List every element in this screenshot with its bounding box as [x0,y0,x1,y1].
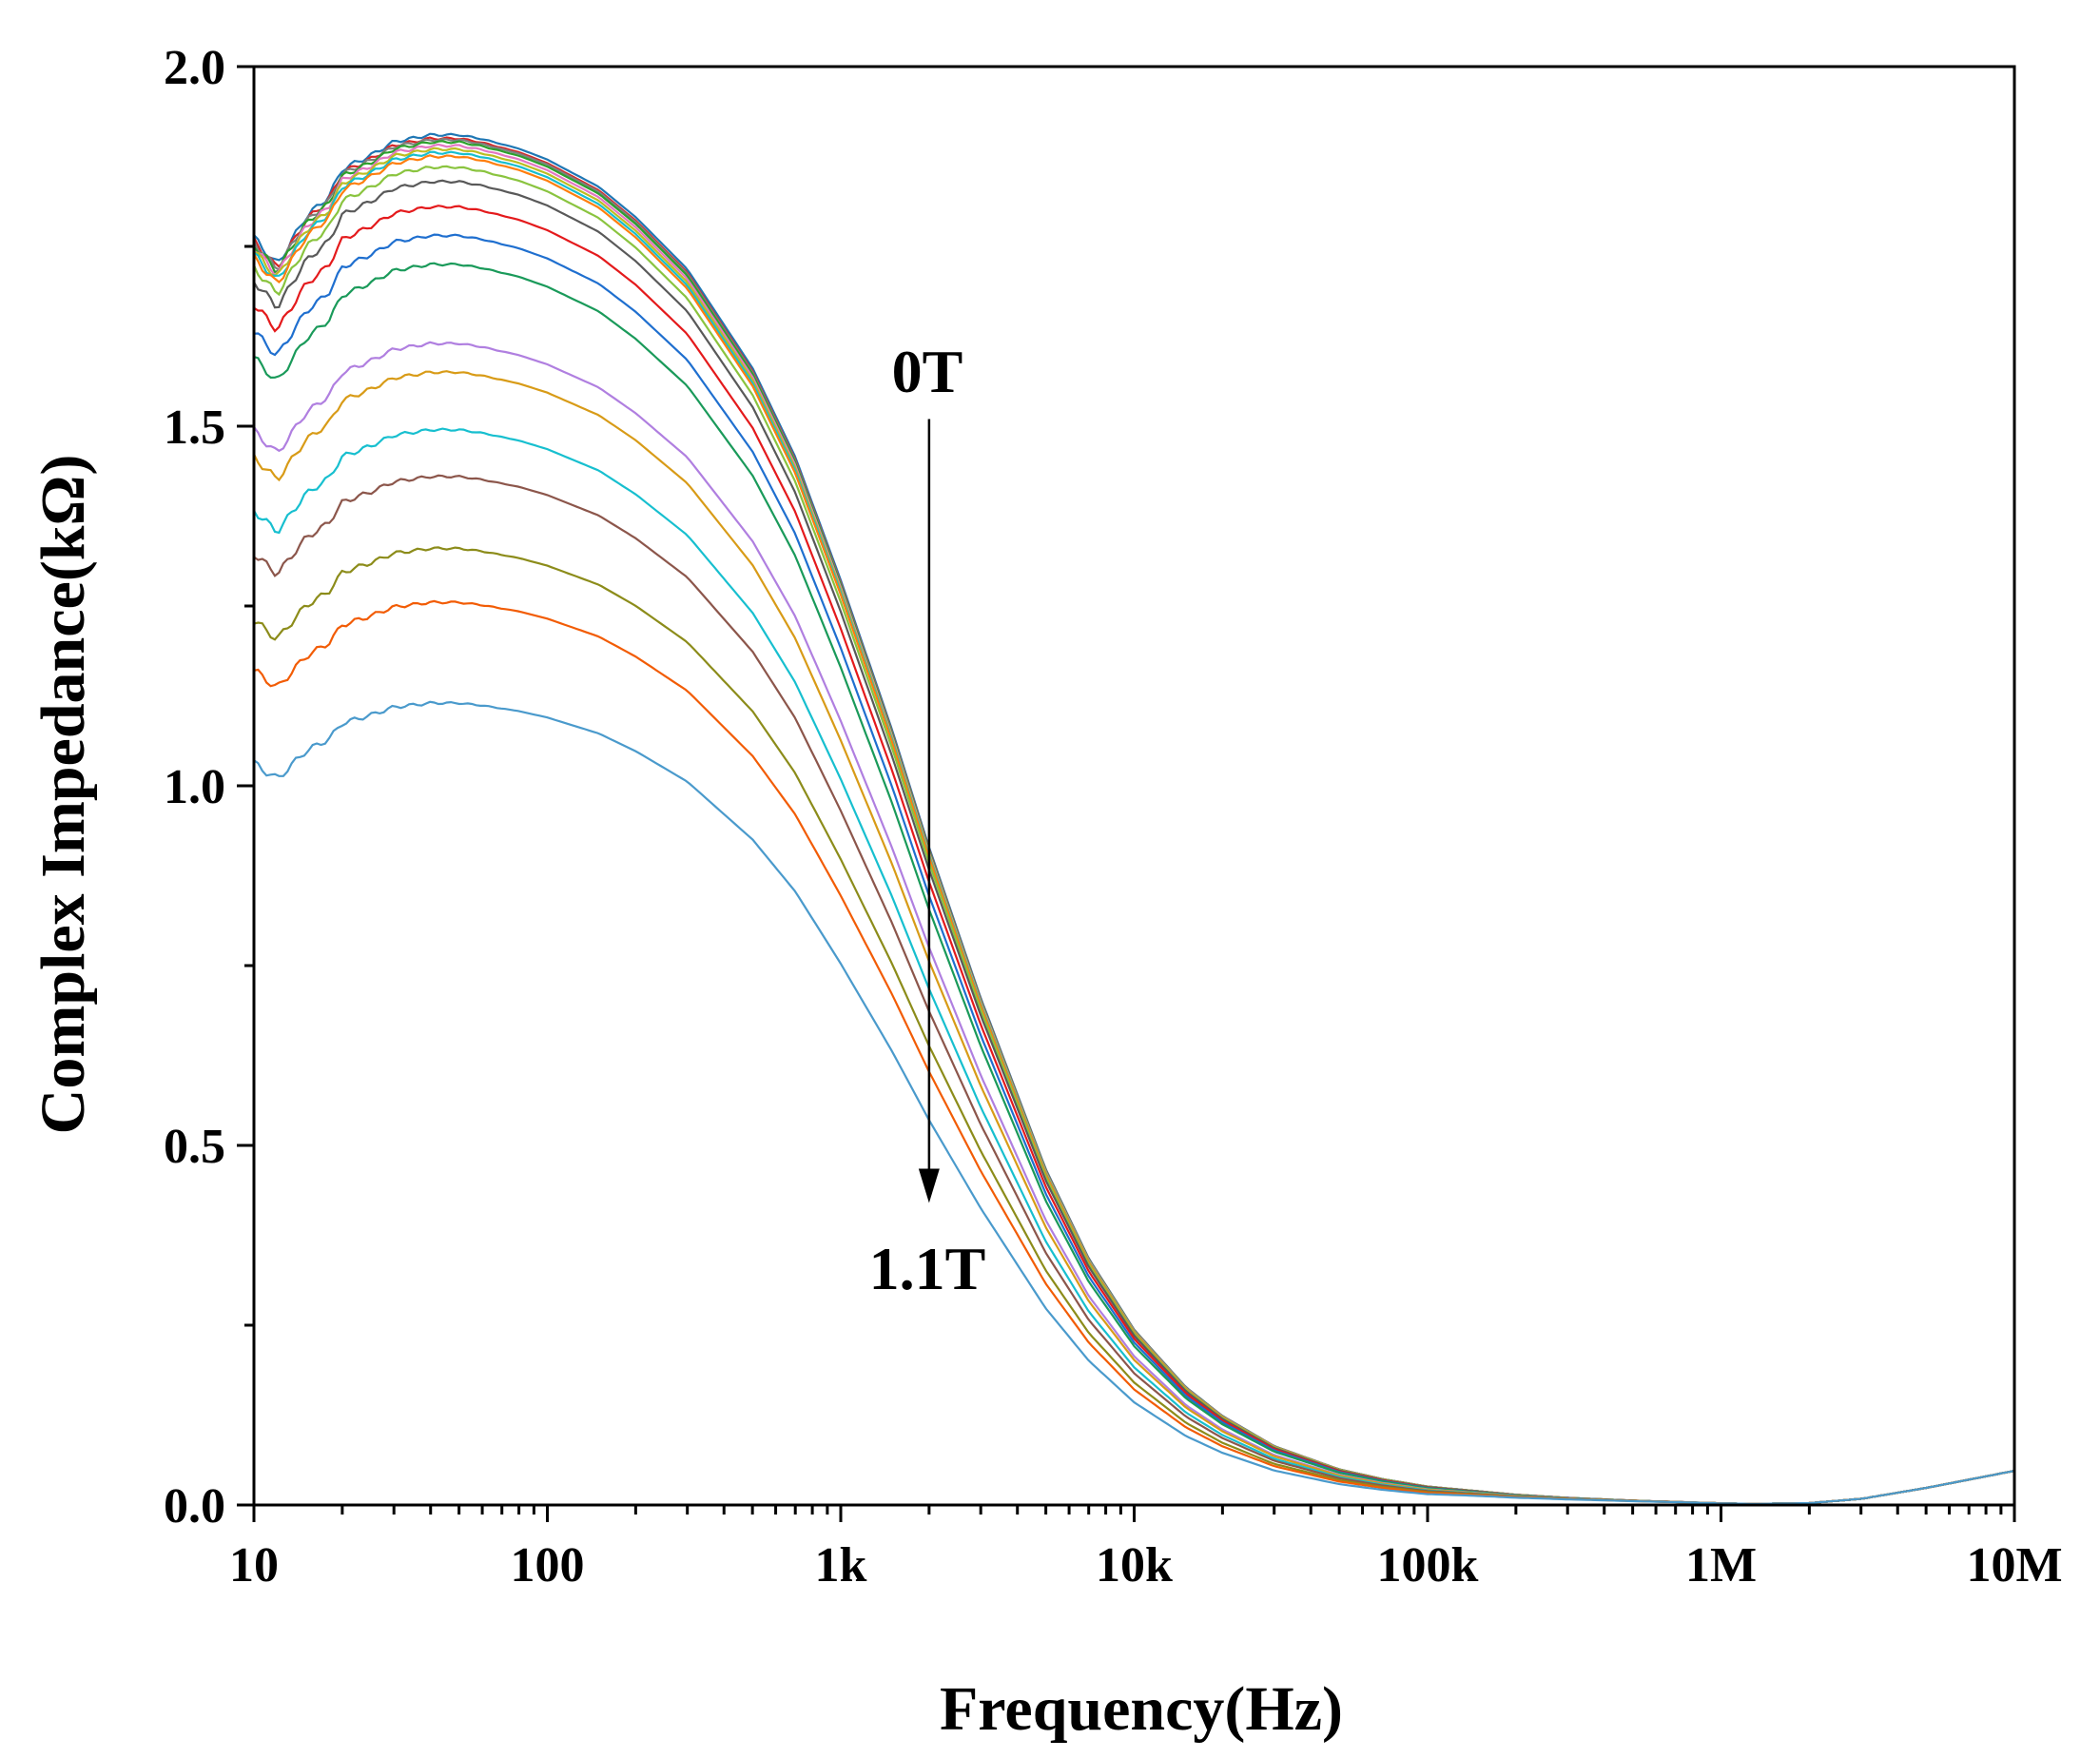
series-layer [252,132,2015,1505]
x-tick-label: 10k [1096,1538,1173,1593]
series-line-0.35T [253,154,2015,1505]
series-line-0.15T [253,140,2015,1505]
y-axis-title: Complex Impedance(kΩ) [29,455,98,1135]
arrow-head [918,1168,940,1203]
series-line-0.05T [253,136,2015,1505]
series-line-0.45T [253,179,2015,1505]
plot-border [252,65,2016,1507]
annotation-1-1t: 1.1T [869,1235,986,1302]
axis-ticks [237,65,2016,1522]
series-line-0.55T [253,233,2015,1505]
x-axis-title: Frequency(Hz) [940,1674,1343,1744]
x-tick-label: 10 [229,1538,279,1593]
series-line-0.10T [252,137,2015,1505]
series-line-0.40T [252,165,2015,1505]
plot-frame [252,65,2016,1507]
annotation-0t: 0T [892,338,963,405]
tick-labels: 10 100 1k 10k 100k 1M 10M 0.0 0.5 1.0 1.5 2.0 [164,41,2063,1593]
x-tick-label: 100 [511,1538,585,1593]
field-arrow [918,419,940,1203]
y-tick-label: 0.0 [164,1479,225,1534]
x-tick-label: 1M [1685,1538,1757,1593]
y-tick-label: 2.0 [164,41,225,95]
x-tick-label: 10M [1966,1538,2062,1593]
x-tick-label: 1k [815,1538,867,1593]
y-tick-label: 1.0 [164,760,225,814]
y-tick-label: 0.5 [164,1120,225,1174]
series-line-1.10T [253,700,2015,1505]
series-line-0.85T [253,474,2015,1505]
series-line-0.00T [253,132,2015,1505]
y-tick-label: 1.5 [164,401,225,455]
series-line-0.60T [253,262,2015,1505]
series-line-0.25T [253,147,2015,1505]
x-tick-label: 100k [1377,1538,1479,1593]
series-line-0.50T [253,205,2015,1505]
series-line-0.20T [253,143,2015,1505]
